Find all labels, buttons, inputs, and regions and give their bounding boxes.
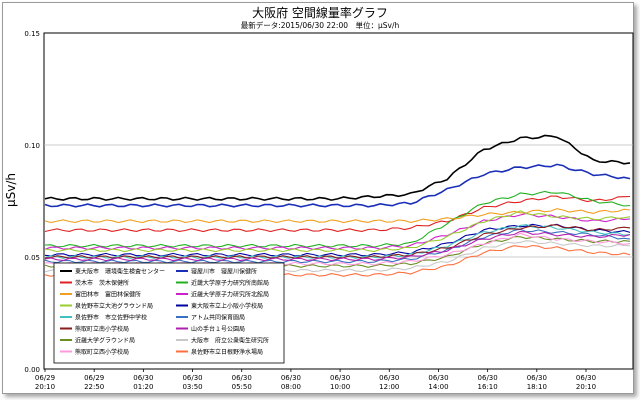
- x-tick-date: 06/30: [330, 374, 350, 382]
- x-tick-time: 10:00: [330, 383, 350, 391]
- x-tick-time: 22:50: [84, 383, 104, 391]
- legend-entry: 熊取町立西小学校局: [75, 348, 129, 356]
- legend-entry: 近畿大学グラウンド局: [75, 337, 135, 345]
- x-tick-time: 18:10: [527, 383, 547, 391]
- legend-entry: 大阪市 府立公衆衛生研究所: [191, 337, 269, 345]
- x-tick-time: 20:10: [576, 383, 596, 391]
- x-tick-time: 01:20: [133, 383, 153, 391]
- legend-entry: アトム共同保育園局: [191, 314, 245, 322]
- x-tick-time: 12:00: [379, 383, 399, 391]
- x-tick-date: 06/30: [576, 374, 596, 382]
- series-line: [44, 228, 631, 264]
- series-line: [44, 224, 631, 259]
- series-line: [44, 208, 631, 224]
- x-tick-date: 06/30: [379, 374, 399, 382]
- series-line: [44, 134, 631, 201]
- y-tick-label: 0.05: [24, 254, 40, 262]
- x-tick-date: 06/30: [527, 374, 547, 382]
- series-line: [44, 195, 631, 233]
- chart-subtitle: 最新データ:2015/06/30 22:00 単位：μSv/h: [240, 21, 400, 30]
- chart-title: 大阪府 空間線量率グラフ: [252, 6, 388, 20]
- x-tick-date: 06/29: [35, 374, 55, 382]
- legend-entry: 泉佐野市立大池グラウンド局: [75, 302, 153, 310]
- legend-box: [53, 262, 285, 364]
- legend-entry: 泉佐野市立日根野浄水場局: [191, 348, 263, 356]
- x-tick-date: 06/30: [281, 374, 301, 382]
- legend-entry: 茨木市 茨木保健所: [75, 279, 129, 287]
- series-line: [44, 210, 631, 253]
- y-tick-label: 0.00: [24, 366, 40, 374]
- legend-entry: 泉佐野市 市立佐野中学校: [75, 314, 147, 322]
- legend-entry: 熊取町立南小学校局: [75, 325, 129, 333]
- x-tick-date: 06/30: [478, 374, 498, 382]
- series-line: [44, 163, 631, 208]
- x-tick-date: 06/29: [84, 374, 104, 382]
- legend-entry: 東大阪市立上小阪小学校局: [191, 302, 263, 310]
- legend-entry: 富田林市 富田林保健所: [75, 291, 141, 299]
- x-tick-date: 06/30: [182, 374, 202, 382]
- legend-entry: 山の手台１号公園局: [191, 325, 245, 333]
- x-tick-time: 03:50: [182, 383, 202, 391]
- x-tick-date: 06/30: [133, 374, 153, 382]
- y-tick-label: 0.15: [24, 30, 40, 38]
- x-tick-time: 16:10: [478, 383, 498, 391]
- legend-entry: 東大阪市 環境衛生検査センター: [75, 268, 165, 276]
- x-tick-time: 20:10: [35, 383, 55, 391]
- x-tick-date: 06/30: [428, 374, 448, 382]
- x-tick-time: 14:00: [428, 383, 448, 391]
- axes: 0.000.050.100.1506/2920:1006/2922:5006/3…: [24, 30, 596, 391]
- series-line: [44, 190, 631, 248]
- y-tick-label: 0.10: [24, 142, 40, 150]
- x-tick-date: 06/30: [232, 374, 252, 382]
- x-tick-time: 05:50: [232, 383, 252, 391]
- y-axis-label: μSv/h: [4, 173, 18, 207]
- legend-entry: 近畿大学原子力研究所北館局: [191, 291, 269, 299]
- series-line: [44, 230, 631, 262]
- legend-entry: 近畿大学原子力研究所南館局: [191, 279, 269, 287]
- legend-entry: 寝屋川市 寝屋川保健所: [191, 268, 257, 276]
- x-tick-time: 08:00: [281, 383, 301, 391]
- series-lines: [44, 134, 631, 277]
